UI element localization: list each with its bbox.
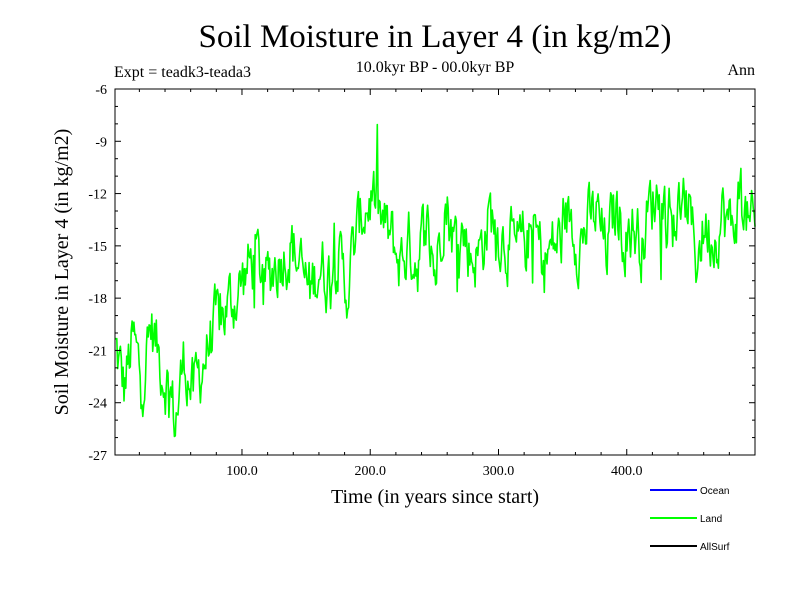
y-tick-label: -21 xyxy=(88,344,107,359)
y-tick-label: -27 xyxy=(88,449,107,464)
legend: Ocean Land AllSurf xyxy=(650,486,730,553)
y-axis: -6 -9 -12 -15 -18 -21 -24 -27 xyxy=(88,83,755,464)
season-label: Ann xyxy=(727,62,755,79)
x-tick-label: 100.0 xyxy=(226,464,258,479)
y-tick-label: -9 xyxy=(95,135,107,150)
y-tick-label: -6 xyxy=(95,83,107,98)
chart-subtitle: 10.0kyr BP - 00.0kyr BP xyxy=(356,59,515,76)
x-tick-label: 400.0 xyxy=(611,464,643,479)
x-axis: 100.0 200.0 300.0 400.0 xyxy=(138,89,730,479)
y-tick-label: -12 xyxy=(88,188,107,203)
series-line-land xyxy=(114,123,756,438)
y-tick-label: -24 xyxy=(88,397,107,412)
chart-title: Soil Moisture in Layer 4 (in kg/m2) xyxy=(199,19,672,55)
x-axis-label: Time (in years since start) xyxy=(331,486,539,508)
plot-frame xyxy=(114,88,756,456)
legend-label-allsurf: AllSurf xyxy=(700,542,730,553)
experiment-label: Expt = teadk3-teada3 xyxy=(114,64,251,81)
y-tick-label: -15 xyxy=(88,240,107,255)
y-tick-label: -18 xyxy=(88,292,107,307)
x-tick-label: 200.0 xyxy=(354,464,386,479)
legend-label-land: Land xyxy=(700,514,722,525)
y-axis-label: Soil Moisture in Layer 4 (in kg/m2) xyxy=(51,129,73,416)
x-tick-label: 300.0 xyxy=(483,464,515,479)
legend-label-ocean: Ocean xyxy=(700,486,729,497)
plot-area xyxy=(114,123,756,438)
